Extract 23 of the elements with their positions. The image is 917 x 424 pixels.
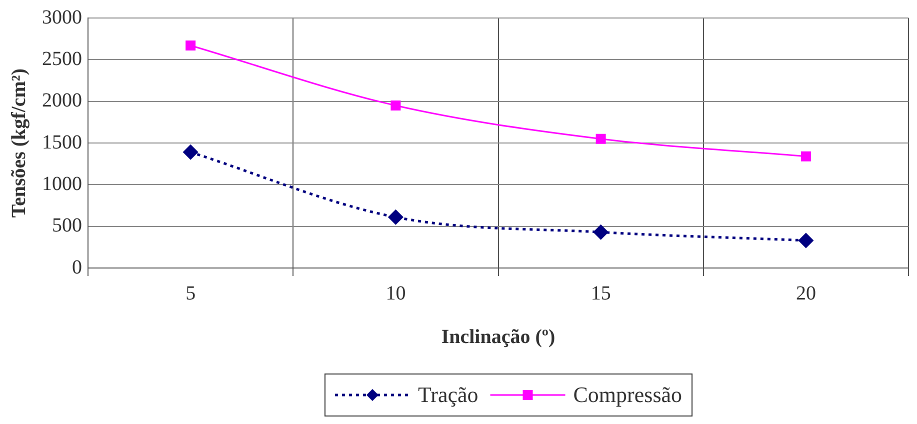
legend-label: Tração xyxy=(418,382,478,407)
y-axis-title: Tensões (kgf/cm²) xyxy=(8,68,30,218)
y-tick-label: 1500 xyxy=(42,131,82,154)
point xyxy=(798,233,814,248)
point xyxy=(594,224,608,240)
point xyxy=(388,210,403,224)
point xyxy=(186,40,196,50)
legend-label: Compressão xyxy=(573,382,682,407)
x-tick-label: 20 xyxy=(796,282,816,304)
x-tick-label: 5 xyxy=(186,282,196,304)
y-tick-label: 3000 xyxy=(42,6,82,28)
point xyxy=(183,144,198,160)
x-tick-label: 10 xyxy=(386,282,406,304)
y-tick-label: 500 xyxy=(52,214,82,237)
point xyxy=(800,151,811,162)
x-axis-title: Inclinação (º) xyxy=(441,326,556,348)
point xyxy=(390,100,401,110)
y-tick-label: 0 xyxy=(72,256,82,278)
y-tick-label: 1000 xyxy=(42,172,82,195)
y-tick-label: 2000 xyxy=(42,90,82,112)
x-tick-label: 15 xyxy=(590,282,611,304)
y-tick-label: 2500 xyxy=(42,48,82,70)
point xyxy=(596,134,606,144)
